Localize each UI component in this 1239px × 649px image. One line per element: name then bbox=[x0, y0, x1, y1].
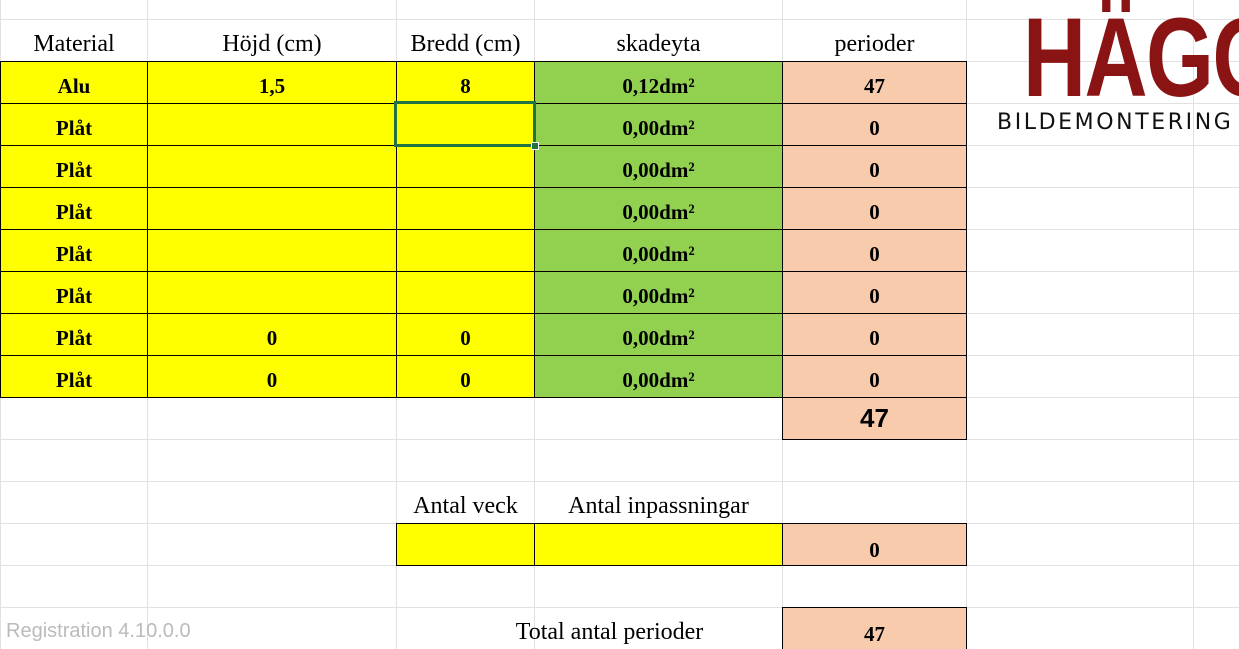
table-cell: Plåt bbox=[0, 313, 148, 356]
grid-line bbox=[0, 481, 1239, 482]
table-cell: Plåt bbox=[0, 355, 148, 398]
column-header: skadeyta bbox=[616, 31, 701, 57]
table-cell: Alu bbox=[0, 61, 148, 104]
table-cell: 0 bbox=[782, 271, 967, 314]
grid-line bbox=[1193, 0, 1194, 649]
table-cell: 0 bbox=[782, 187, 967, 230]
column-header: perioder bbox=[834, 31, 915, 57]
selection-handle bbox=[531, 142, 539, 150]
table-cell[interactable] bbox=[396, 187, 535, 230]
table-cell[interactable] bbox=[396, 229, 535, 272]
table-cell: 0,00dm² bbox=[534, 271, 783, 314]
table-cell: 0,00dm² bbox=[534, 145, 783, 188]
table-cell[interactable] bbox=[396, 271, 535, 314]
table-cell: 0 bbox=[782, 355, 967, 398]
grid-line bbox=[0, 607, 1239, 608]
table-cell: 0 bbox=[782, 145, 967, 188]
table-cell: Plåt bbox=[0, 103, 148, 146]
table-cell: Plåt bbox=[0, 229, 148, 272]
table-cell: Plåt bbox=[0, 187, 148, 230]
extra-perioder: 0 bbox=[782, 523, 967, 566]
logo-subtitle: BILDEMONTERING bbox=[997, 110, 1234, 135]
table-cell[interactable] bbox=[147, 271, 397, 314]
total-label: Total antal perioder bbox=[515, 619, 704, 645]
table-cell[interactable]: 8 bbox=[396, 61, 535, 104]
table-cell[interactable]: 0 bbox=[396, 355, 535, 398]
grid-line bbox=[0, 19, 1239, 20]
table-cell[interactable]: 0 bbox=[147, 313, 397, 356]
table-cell: 0,12dm² bbox=[534, 61, 783, 104]
table-cell: 0 bbox=[782, 103, 967, 146]
column-header: Material bbox=[33, 31, 115, 57]
table-cell[interactable] bbox=[147, 229, 397, 272]
table-cell: 0,00dm² bbox=[534, 313, 783, 356]
table-cell[interactable]: 1,5 bbox=[147, 61, 397, 104]
table-cell[interactable]: 0 bbox=[147, 355, 397, 398]
grid-line bbox=[0, 439, 1239, 440]
watermark: Registration 4.10.0.0 bbox=[6, 620, 191, 642]
table-cell[interactable] bbox=[147, 103, 397, 146]
total-perioder: 47 bbox=[782, 397, 967, 440]
logo-title: HÄGGS bbox=[1022, 0, 1239, 120]
total-value: 47 bbox=[782, 607, 967, 649]
table-cell[interactable] bbox=[147, 145, 397, 188]
table-cell: 0,00dm² bbox=[534, 187, 783, 230]
input-cell[interactable] bbox=[396, 523, 535, 566]
table-cell: 0,00dm² bbox=[534, 103, 783, 146]
table-cell[interactable]: 0 bbox=[396, 313, 535, 356]
table-cell[interactable] bbox=[396, 145, 535, 188]
extra-label: Antal inpassningar bbox=[568, 493, 749, 519]
table-cell: 47 bbox=[782, 61, 967, 104]
selected-cell[interactable] bbox=[394, 101, 536, 147]
table-cell: 0,00dm² bbox=[534, 229, 783, 272]
table-cell: 0 bbox=[782, 313, 967, 356]
extra-label: Antal veck bbox=[413, 493, 518, 519]
column-header: Bredd (cm) bbox=[410, 31, 521, 57]
table-cell: 0,00dm² bbox=[534, 355, 783, 398]
table-cell: Plåt bbox=[0, 271, 148, 314]
table-cell[interactable] bbox=[147, 187, 397, 230]
input-cell[interactable] bbox=[534, 523, 783, 566]
table-cell: Plåt bbox=[0, 145, 148, 188]
table-cell: 0 bbox=[782, 229, 967, 272]
column-header: Höjd (cm) bbox=[222, 31, 322, 57]
